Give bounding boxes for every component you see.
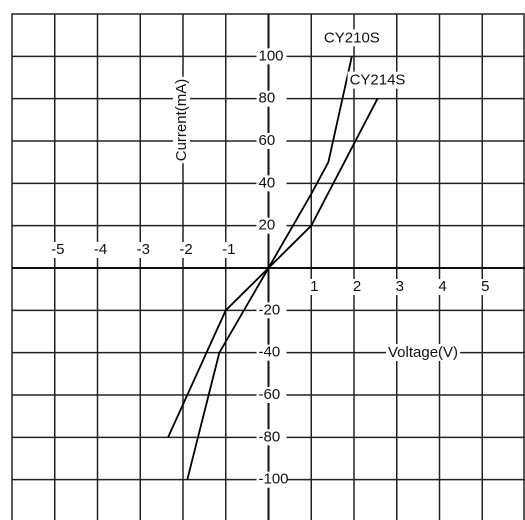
label-bg [478, 279, 493, 295]
y-tick-label: -60 [259, 386, 281, 403]
label-bg [350, 279, 364, 295]
x-tick-label: 2 [353, 278, 361, 295]
label-bg [256, 133, 287, 149]
x-tick-label: 4 [438, 278, 446, 295]
x-tick-label: -3 [137, 241, 150, 258]
series-line [167, 98, 379, 438]
label-bg [179, 242, 193, 258]
label-bg [256, 217, 287, 234]
label-bg [172, 76, 190, 164]
x-tick-label: -1 [222, 241, 235, 258]
label-bg [93, 242, 108, 258]
x-tick-label: 1 [310, 278, 318, 295]
y-tick-label: 60 [259, 132, 276, 149]
label-bg [256, 48, 287, 65]
y-tick-label: 20 [259, 217, 276, 234]
x-tick-label: -5 [51, 241, 64, 258]
y-tick-label: 80 [259, 90, 276, 107]
label-bg [221, 242, 236, 258]
label-bg [321, 29, 382, 47]
label-bg [256, 175, 287, 192]
y-tick-label: -80 [259, 428, 281, 445]
label-bg [392, 279, 407, 295]
y-axis-label: Current(mA) [173, 79, 190, 162]
label-bg [256, 471, 287, 488]
label-bg [435, 279, 450, 295]
label-bg [256, 387, 287, 403]
x-tick-label: -4 [94, 241, 107, 258]
x-tick-label: 3 [396, 278, 404, 295]
series-label: CY214S [350, 72, 406, 89]
y-tick-label: -40 [259, 344, 281, 361]
x-tick-label: -2 [179, 241, 192, 258]
label-bg [347, 71, 408, 89]
y-tick-label: -20 [259, 301, 281, 318]
series-line [186, 56, 353, 480]
y-tick-label: -100 [259, 471, 289, 488]
label-bg [256, 429, 287, 446]
label-bg [386, 343, 461, 361]
x-tick-label: 5 [481, 278, 489, 295]
label-bg [256, 344, 287, 361]
label-bg [50, 242, 65, 258]
label-bg [307, 279, 322, 295]
series-label: CY210S [324, 29, 380, 46]
y-tick-label: 100 [259, 47, 284, 64]
label-bg [136, 242, 151, 258]
y-tick-label: 40 [259, 174, 276, 191]
label-bg [256, 90, 287, 107]
x-axis-label: Voltage(V) [388, 344, 458, 361]
label-bg [256, 302, 287, 319]
